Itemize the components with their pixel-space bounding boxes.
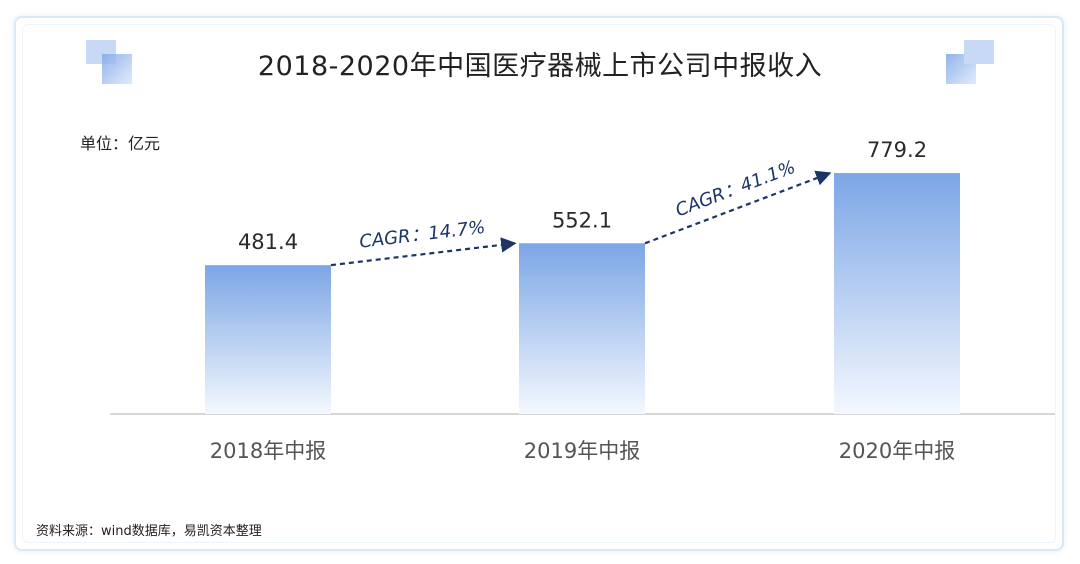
x-tick-label-3: 2020年中报	[839, 439, 955, 463]
unit-label: 单位：亿元	[80, 134, 161, 153]
decor-squares-right	[946, 40, 994, 86]
decor-squares-left	[86, 40, 132, 86]
cagr-arrow-2	[644, 170, 832, 245]
bar-2	[519, 243, 645, 414]
value-label-3: 779.2	[867, 138, 927, 162]
cagr-label-2: CAGR：41.1%	[673, 157, 799, 222]
bar-3	[834, 173, 960, 414]
value-label-1: 481.4	[238, 230, 298, 254]
chart-title: 2018-2020年中国医疗器械上市公司中报收入	[257, 51, 823, 82]
bar-1	[205, 265, 331, 414]
source-note: 资料来源：wind数据库，易凯资本整理	[36, 524, 262, 539]
x-tick-label-1: 2018年中报	[210, 439, 326, 463]
cagr-label-1: CAGR：14.7%	[358, 217, 486, 253]
value-label-2: 552.1	[552, 208, 612, 232]
x-tick-label-2: 2019年中报	[524, 439, 640, 463]
cagr-arrow-1	[330, 237, 517, 267]
